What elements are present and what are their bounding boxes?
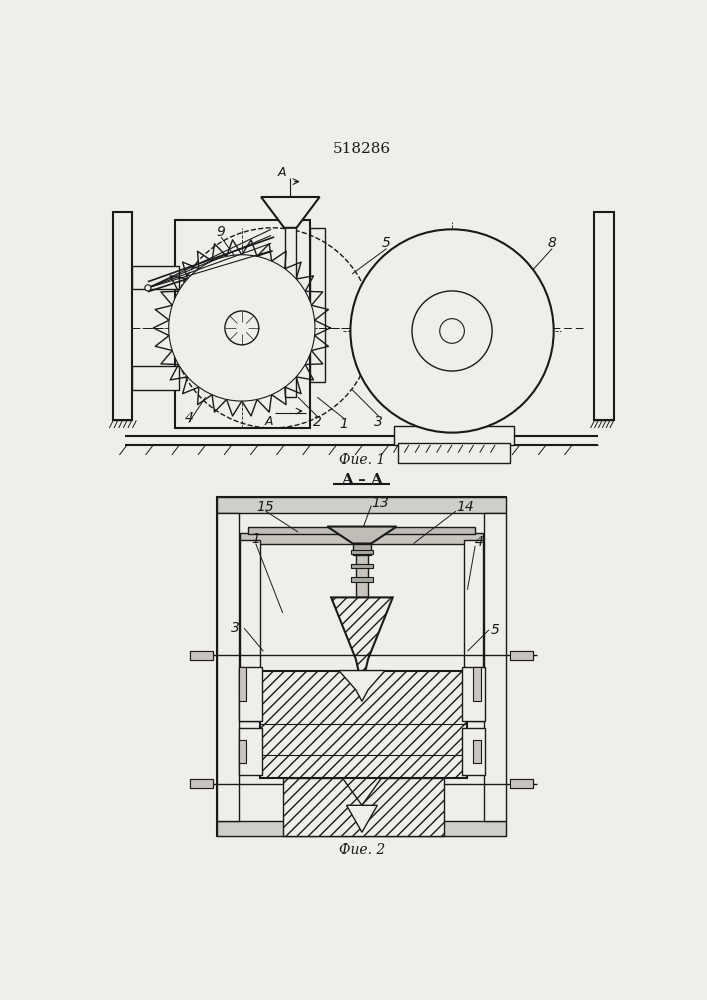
Bar bbox=[190, 651, 214, 660]
Circle shape bbox=[225, 311, 259, 345]
Bar bbox=[464, 540, 483, 721]
Text: 8: 8 bbox=[548, 236, 556, 250]
Bar bbox=[239, 728, 262, 774]
Polygon shape bbox=[327, 527, 397, 544]
Bar bbox=[484, 513, 506, 821]
Text: 5: 5 bbox=[382, 236, 391, 250]
Polygon shape bbox=[343, 778, 381, 805]
Text: A – A: A – A bbox=[341, 473, 383, 487]
Text: 2: 2 bbox=[313, 415, 322, 429]
Polygon shape bbox=[595, 212, 614, 420]
Circle shape bbox=[351, 229, 554, 433]
Polygon shape bbox=[113, 212, 132, 420]
Text: 4: 4 bbox=[475, 535, 484, 549]
Bar bbox=[285, 212, 296, 397]
Bar bbox=[240, 540, 259, 721]
Bar bbox=[248, 527, 475, 534]
Text: A: A bbox=[277, 166, 286, 179]
Bar bbox=[510, 779, 533, 788]
Text: Фие. 2: Фие. 2 bbox=[339, 843, 385, 857]
Text: 1: 1 bbox=[340, 417, 349, 431]
Bar bbox=[132, 266, 179, 289]
Polygon shape bbox=[346, 805, 378, 832]
Bar bbox=[395, 426, 514, 445]
Text: 9: 9 bbox=[216, 225, 226, 239]
Text: 1: 1 bbox=[251, 532, 260, 546]
Text: 3: 3 bbox=[231, 621, 240, 635]
Bar bbox=[217, 497, 506, 513]
Circle shape bbox=[169, 255, 315, 401]
Text: 3: 3 bbox=[375, 415, 383, 429]
Text: 4: 4 bbox=[185, 411, 193, 425]
Bar bbox=[351, 550, 373, 554]
Text: 14: 14 bbox=[456, 500, 474, 514]
Bar bbox=[175, 220, 310, 428]
Circle shape bbox=[412, 291, 492, 371]
Polygon shape bbox=[261, 197, 320, 228]
Bar bbox=[510, 651, 533, 660]
Bar bbox=[239, 667, 247, 701]
Bar bbox=[510, 651, 533, 660]
Circle shape bbox=[145, 285, 151, 291]
Bar bbox=[510, 779, 533, 788]
Polygon shape bbox=[259, 671, 467, 778]
Text: 5: 5 bbox=[491, 623, 499, 637]
Bar bbox=[353, 544, 371, 555]
Bar bbox=[351, 577, 373, 582]
Bar bbox=[310, 228, 325, 382]
Bar bbox=[281, 289, 300, 351]
Bar bbox=[283, 778, 444, 836]
Bar bbox=[473, 740, 481, 763]
Bar bbox=[190, 779, 214, 788]
Text: 13: 13 bbox=[371, 496, 389, 510]
Bar bbox=[240, 533, 483, 544]
Bar bbox=[462, 728, 485, 774]
Polygon shape bbox=[331, 597, 393, 686]
Bar bbox=[239, 740, 247, 763]
Bar bbox=[473, 667, 481, 701]
Text: 15: 15 bbox=[257, 500, 274, 514]
Text: A: A bbox=[265, 415, 274, 428]
Bar bbox=[217, 821, 506, 836]
Circle shape bbox=[440, 319, 464, 343]
Bar bbox=[239, 667, 262, 721]
Polygon shape bbox=[339, 671, 385, 701]
Bar bbox=[356, 555, 368, 597]
Bar bbox=[398, 443, 510, 463]
Bar bbox=[190, 779, 214, 788]
Bar bbox=[217, 513, 239, 821]
Text: 518286: 518286 bbox=[333, 142, 391, 156]
Bar bbox=[462, 667, 485, 721]
Bar bbox=[351, 564, 373, 568]
Bar bbox=[132, 366, 179, 389]
Text: Фие. 1: Фие. 1 bbox=[339, 453, 385, 467]
Bar bbox=[217, 497, 506, 836]
Bar bbox=[190, 651, 214, 660]
